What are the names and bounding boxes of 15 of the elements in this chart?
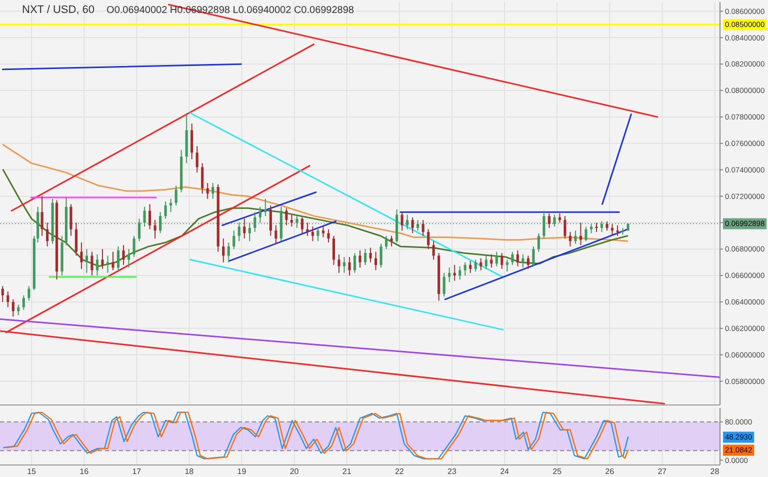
x-tick-label: 22 bbox=[394, 467, 404, 476]
x-tick-label: 27 bbox=[658, 467, 668, 476]
x-tick-label: 16 bbox=[80, 467, 90, 476]
x-tick-label: 26 bbox=[605, 467, 615, 476]
x-tick-label: 25 bbox=[552, 467, 562, 476]
x-tick-label: 15 bbox=[27, 467, 37, 476]
x-tick-label: 20 bbox=[290, 467, 300, 476]
x-tick-label: 23 bbox=[448, 467, 457, 476]
x-tick-label: 19 bbox=[237, 467, 247, 476]
x-tick-label: 21 bbox=[342, 467, 352, 476]
chart-title: NXT / USD, 60 bbox=[22, 4, 95, 16]
x-tick-label: 24 bbox=[500, 467, 510, 476]
x-tick-label: 17 bbox=[132, 467, 142, 476]
x-tick-label: 18 bbox=[184, 467, 194, 476]
x-tick-label: 28 bbox=[710, 467, 720, 476]
